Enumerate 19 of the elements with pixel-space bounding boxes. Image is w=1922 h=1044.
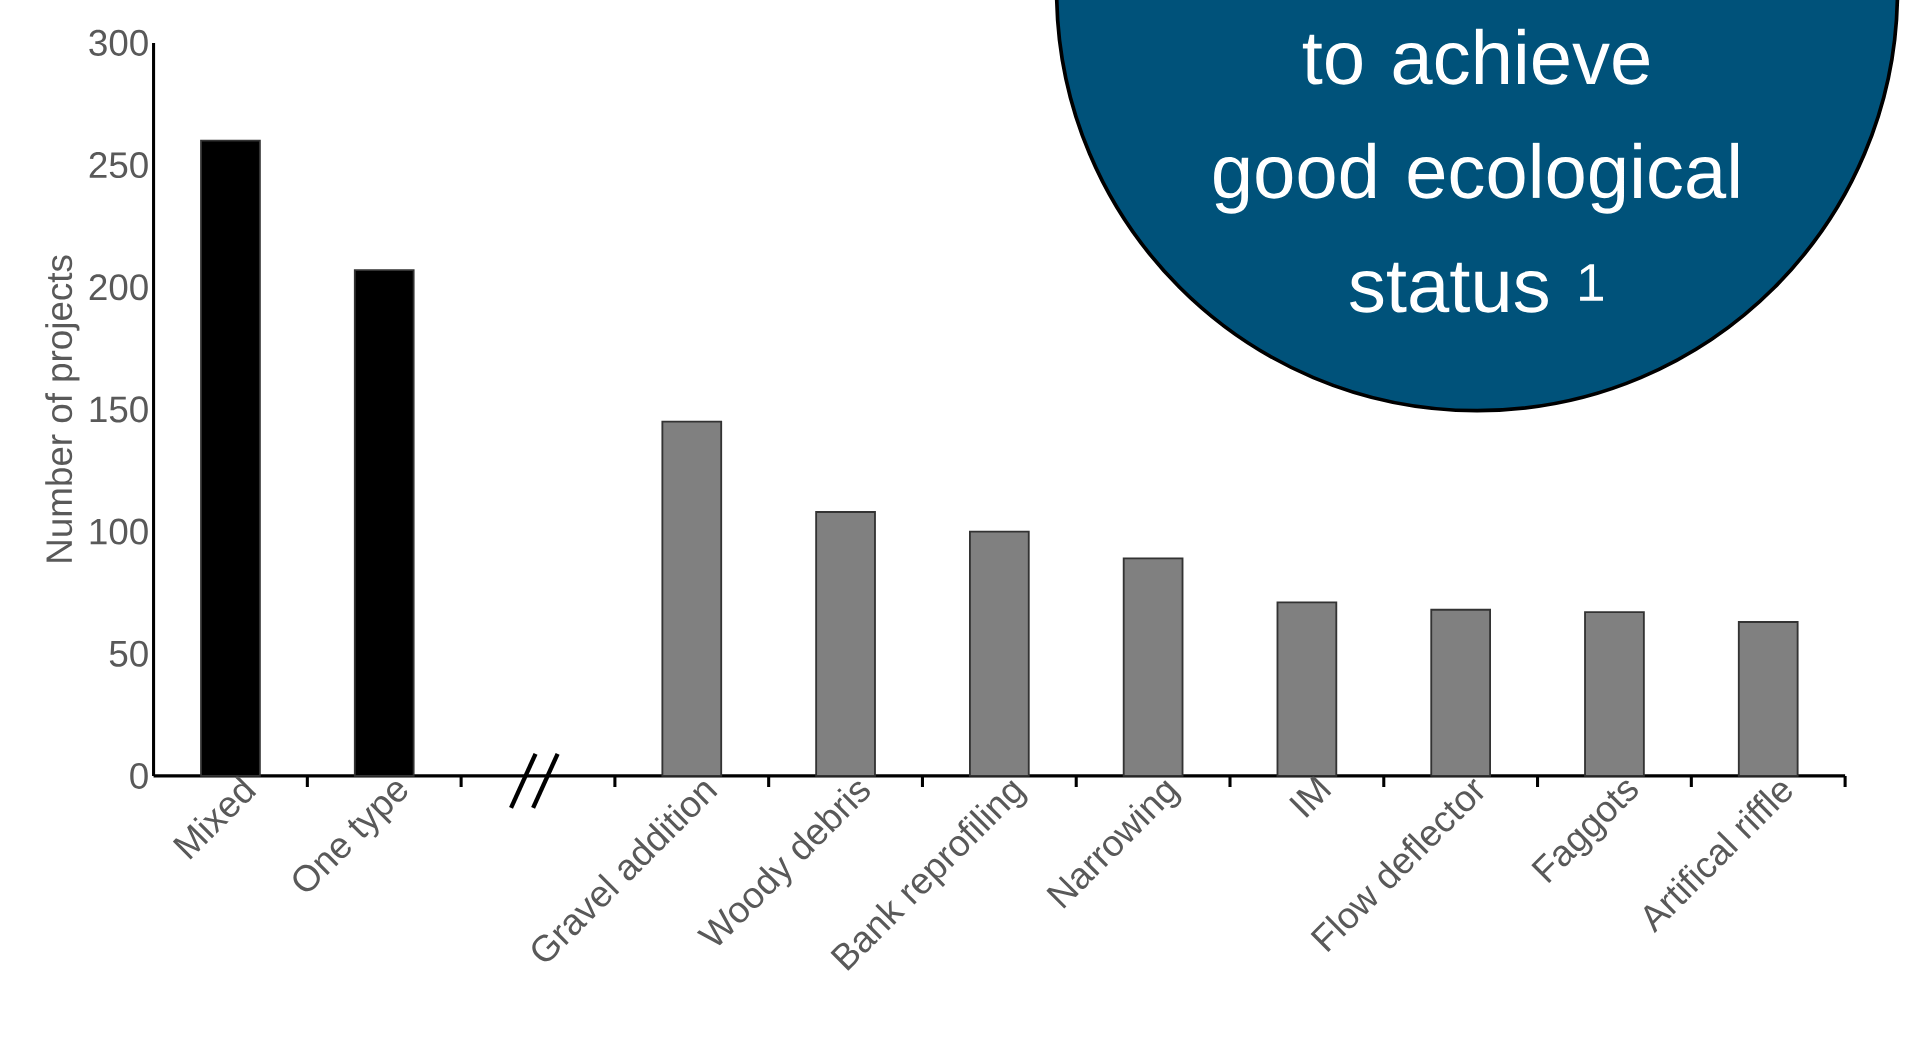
bar — [1584, 611, 1645, 777]
y-tick-label: 0 — [130, 762, 148, 789]
y-tick-label: 150 — [90, 396, 148, 423]
x-tick-label: IM — [1289, 775, 1332, 818]
annotation: to achieve good ecological status $^{1}$ — [1214, 28, 1739, 313]
bar — [815, 510, 876, 777]
bar — [1276, 601, 1338, 777]
y-axis-title: Number of projects — [45, 255, 80, 562]
bar — [661, 420, 723, 777]
bar — [1430, 608, 1491, 777]
y-tick-label: 200 — [89, 274, 148, 301]
x-tick-label: One type — [293, 781, 408, 892]
bar — [1737, 620, 1799, 777]
y-tick-label: 250 — [89, 151, 148, 178]
y-tick-label: 100 — [90, 518, 148, 545]
bar — [969, 530, 1030, 777]
y-tick-label: 50 — [109, 640, 148, 667]
y-tick-label: 300 — [89, 29, 148, 56]
bar — [1122, 557, 1184, 777]
